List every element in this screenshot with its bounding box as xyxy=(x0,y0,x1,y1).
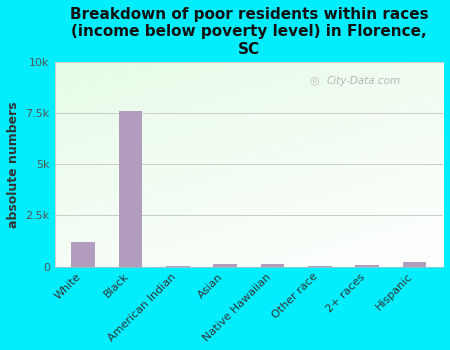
Title: Breakdown of poor residents within races
(income below poverty level) in Florenc: Breakdown of poor residents within races… xyxy=(69,7,428,57)
Y-axis label: absolute numbers: absolute numbers xyxy=(7,101,20,228)
Bar xyxy=(403,262,427,266)
Text: ◎: ◎ xyxy=(309,75,319,85)
Bar xyxy=(356,265,379,266)
Bar xyxy=(71,242,95,266)
Bar xyxy=(261,265,284,266)
Bar xyxy=(118,111,142,266)
Bar xyxy=(213,265,237,266)
Text: City-Data.com: City-Data.com xyxy=(327,76,400,86)
